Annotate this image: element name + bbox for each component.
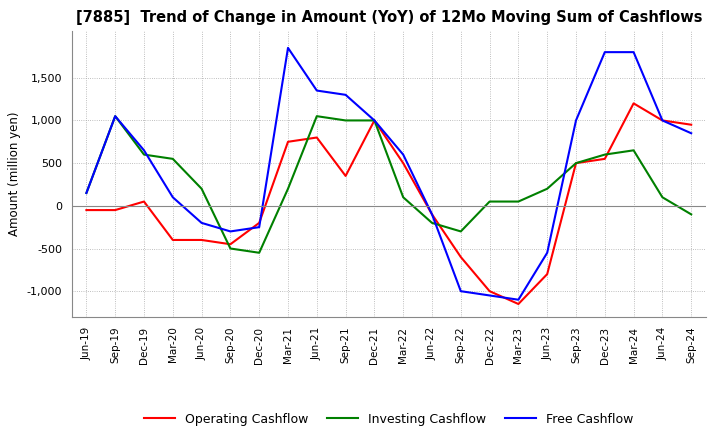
Free Cashflow: [226, 229, 235, 234]
Investing Cashflow: [629, 148, 638, 153]
Operating Cashflow: [168, 237, 177, 242]
Investing Cashflow: [370, 118, 379, 123]
Free Cashflow: [370, 118, 379, 123]
Free Cashflow: [82, 191, 91, 196]
Operating Cashflow: [456, 254, 465, 260]
Operating Cashflow: [284, 139, 292, 144]
Investing Cashflow: [226, 246, 235, 251]
Operating Cashflow: [197, 237, 206, 242]
Investing Cashflow: [399, 194, 408, 200]
Free Cashflow: [341, 92, 350, 98]
Line: Investing Cashflow: Investing Cashflow: [86, 116, 691, 253]
Investing Cashflow: [600, 152, 609, 157]
Operating Cashflow: [226, 242, 235, 247]
Investing Cashflow: [485, 199, 494, 204]
Operating Cashflow: [658, 118, 667, 123]
Operating Cashflow: [341, 173, 350, 179]
Free Cashflow: [140, 148, 148, 153]
Legend: Operating Cashflow, Investing Cashflow, Free Cashflow: Operating Cashflow, Investing Cashflow, …: [139, 408, 639, 431]
Free Cashflow: [629, 50, 638, 55]
Free Cashflow: [456, 289, 465, 294]
Operating Cashflow: [428, 212, 436, 217]
Operating Cashflow: [255, 220, 264, 226]
Title: [7885]  Trend of Change in Amount (YoY) of 12Mo Moving Sum of Cashflows: [7885] Trend of Change in Amount (YoY) o…: [76, 11, 702, 26]
Free Cashflow: [658, 118, 667, 123]
Operating Cashflow: [629, 101, 638, 106]
Free Cashflow: [111, 114, 120, 119]
Investing Cashflow: [543, 186, 552, 191]
Operating Cashflow: [140, 199, 148, 204]
Investing Cashflow: [456, 229, 465, 234]
Investing Cashflow: [168, 156, 177, 161]
Investing Cashflow: [428, 220, 436, 226]
Operating Cashflow: [111, 207, 120, 213]
Operating Cashflow: [485, 289, 494, 294]
Operating Cashflow: [572, 161, 580, 166]
Free Cashflow: [399, 152, 408, 157]
Operating Cashflow: [399, 161, 408, 166]
Free Cashflow: [687, 131, 696, 136]
Investing Cashflow: [197, 186, 206, 191]
Investing Cashflow: [312, 114, 321, 119]
Line: Operating Cashflow: Operating Cashflow: [86, 103, 691, 304]
Investing Cashflow: [255, 250, 264, 255]
Operating Cashflow: [82, 207, 91, 213]
Free Cashflow: [600, 50, 609, 55]
Free Cashflow: [312, 88, 321, 93]
Investing Cashflow: [341, 118, 350, 123]
Operating Cashflow: [687, 122, 696, 127]
Free Cashflow: [168, 194, 177, 200]
Operating Cashflow: [312, 135, 321, 140]
Free Cashflow: [428, 212, 436, 217]
Investing Cashflow: [658, 194, 667, 200]
Free Cashflow: [255, 224, 264, 230]
Y-axis label: Amount (million yen): Amount (million yen): [8, 112, 21, 236]
Investing Cashflow: [514, 199, 523, 204]
Free Cashflow: [284, 45, 292, 51]
Free Cashflow: [543, 250, 552, 255]
Operating Cashflow: [543, 271, 552, 277]
Free Cashflow: [197, 220, 206, 226]
Investing Cashflow: [82, 191, 91, 196]
Investing Cashflow: [572, 161, 580, 166]
Operating Cashflow: [514, 301, 523, 307]
Investing Cashflow: [284, 186, 292, 191]
Free Cashflow: [572, 118, 580, 123]
Line: Free Cashflow: Free Cashflow: [86, 48, 691, 300]
Investing Cashflow: [111, 114, 120, 119]
Free Cashflow: [485, 293, 494, 298]
Operating Cashflow: [600, 156, 609, 161]
Free Cashflow: [514, 297, 523, 302]
Operating Cashflow: [370, 118, 379, 123]
Investing Cashflow: [687, 212, 696, 217]
Investing Cashflow: [140, 152, 148, 157]
